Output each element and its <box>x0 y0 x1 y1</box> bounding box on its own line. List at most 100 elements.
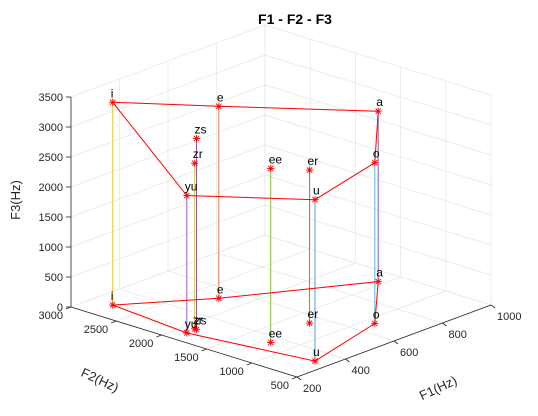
marker-stroke <box>267 339 274 346</box>
marker-floor-er <box>305 319 314 327</box>
axes-layer <box>65 96 496 381</box>
floor-label-u: u <box>313 345 320 359</box>
grid-line <box>264 54 492 126</box>
marker-floor-ee <box>267 338 275 347</box>
marker-stroke <box>191 160 198 167</box>
grid-line <box>206 276 401 350</box>
tick-label-layer: 2004006008001000500100015002000250030000… <box>39 92 522 395</box>
marker-zs <box>192 134 201 143</box>
grid-line <box>70 54 266 128</box>
z-tick-label: 1500 <box>39 212 63 224</box>
chart-title: F1 - F2 - F3 <box>258 11 332 27</box>
marker-stroke <box>109 99 116 106</box>
x-tick <box>442 322 447 327</box>
marker-o <box>371 159 379 167</box>
marker-floor-zs <box>192 325 201 333</box>
y-tick-label: 3000 <box>39 310 63 322</box>
marker-stroke <box>109 302 116 308</box>
floor-label-zs: zs <box>194 313 206 327</box>
x-tick-label: 200 <box>303 383 321 395</box>
marker-stroke <box>312 358 318 365</box>
marker-floor-u <box>311 357 319 365</box>
floor-label-e: e <box>217 282 224 296</box>
marker-floor-a <box>374 278 382 286</box>
x-tick <box>296 376 302 381</box>
grid-line <box>167 270 395 342</box>
grid-line <box>119 288 346 360</box>
y-axis-label: F2(Hz) <box>79 365 121 395</box>
grid-line <box>70 234 266 308</box>
marker-stroke <box>375 108 382 115</box>
marker-stroke <box>375 278 382 285</box>
floor-label-yu: yu <box>185 317 198 331</box>
marker-stroke <box>215 295 222 302</box>
y-tick-label: 500 <box>271 380 289 392</box>
point-label-a: a <box>376 95 383 109</box>
grid-line <box>70 174 266 248</box>
y-tick <box>291 376 298 380</box>
x-axis-label: F1(Hz) <box>417 373 459 403</box>
grid-line <box>216 252 443 324</box>
floor-label-zr: zr <box>193 313 203 327</box>
x-tick <box>393 340 399 345</box>
point-label-zr: zr <box>193 147 203 161</box>
z-tick-label: 2000 <box>39 182 63 194</box>
x-tick-label: 400 <box>352 365 370 377</box>
marker-stroke <box>183 330 190 336</box>
y-tick <box>156 334 162 338</box>
x-tick <box>490 304 496 309</box>
marker-stroke <box>267 165 274 172</box>
marker-er <box>305 166 314 174</box>
marker-e <box>215 102 223 110</box>
point-label-e: e <box>217 90 224 104</box>
grid-line <box>70 204 266 278</box>
y-tick-label: 2000 <box>129 338 153 350</box>
marker-stroke <box>193 135 200 142</box>
z-tick-label: 500 <box>45 272 63 284</box>
marker-stroke <box>215 103 222 110</box>
marker-a <box>374 107 382 115</box>
stem-layer <box>112 102 379 362</box>
y-tick-label: 1000 <box>219 366 243 378</box>
y-axis-line <box>70 306 298 378</box>
x-tick <box>345 358 350 363</box>
marker-stroke <box>371 320 378 327</box>
floor-label-a: a <box>376 266 383 280</box>
marker-zr <box>191 159 199 167</box>
marker-stroke <box>306 167 313 174</box>
marker-floor-yu <box>183 329 191 337</box>
grid-line <box>116 248 311 322</box>
x-tick-label: 600 <box>400 347 418 359</box>
grid-line <box>161 262 356 336</box>
x-tick-label: 800 <box>449 329 467 341</box>
point-label-i: i <box>111 86 114 100</box>
vowel-polygon <box>112 101 379 201</box>
floor-label-i: i <box>111 289 114 303</box>
point-label-o: o <box>373 147 380 161</box>
y-tick <box>111 320 117 324</box>
polygon-layer <box>112 101 379 362</box>
y-tick-label: 1500 <box>174 352 198 364</box>
marker-u <box>311 196 319 204</box>
grid-line <box>251 290 446 364</box>
point-label-zs: zs <box>194 123 206 137</box>
y-tick <box>246 362 252 366</box>
point-label-ee: ee <box>269 152 283 166</box>
point-label-yu: yu <box>185 180 198 194</box>
marker-floor-e <box>215 294 223 302</box>
y-tick <box>201 348 207 352</box>
marker-stroke <box>306 320 313 327</box>
z-tick-label: 3000 <box>39 122 63 134</box>
marker-stroke <box>193 326 200 333</box>
floor-label-er: er <box>308 307 319 321</box>
marker-i <box>109 98 117 106</box>
grid-line <box>70 144 266 218</box>
marker-stroke <box>371 159 378 166</box>
grid-line <box>70 114 266 188</box>
marker-stroke <box>183 192 190 199</box>
x-tick-label: 1000 <box>497 311 521 323</box>
marker-floor-i <box>109 301 117 309</box>
marker-floor-o <box>371 319 379 328</box>
marker-layer <box>109 98 382 365</box>
